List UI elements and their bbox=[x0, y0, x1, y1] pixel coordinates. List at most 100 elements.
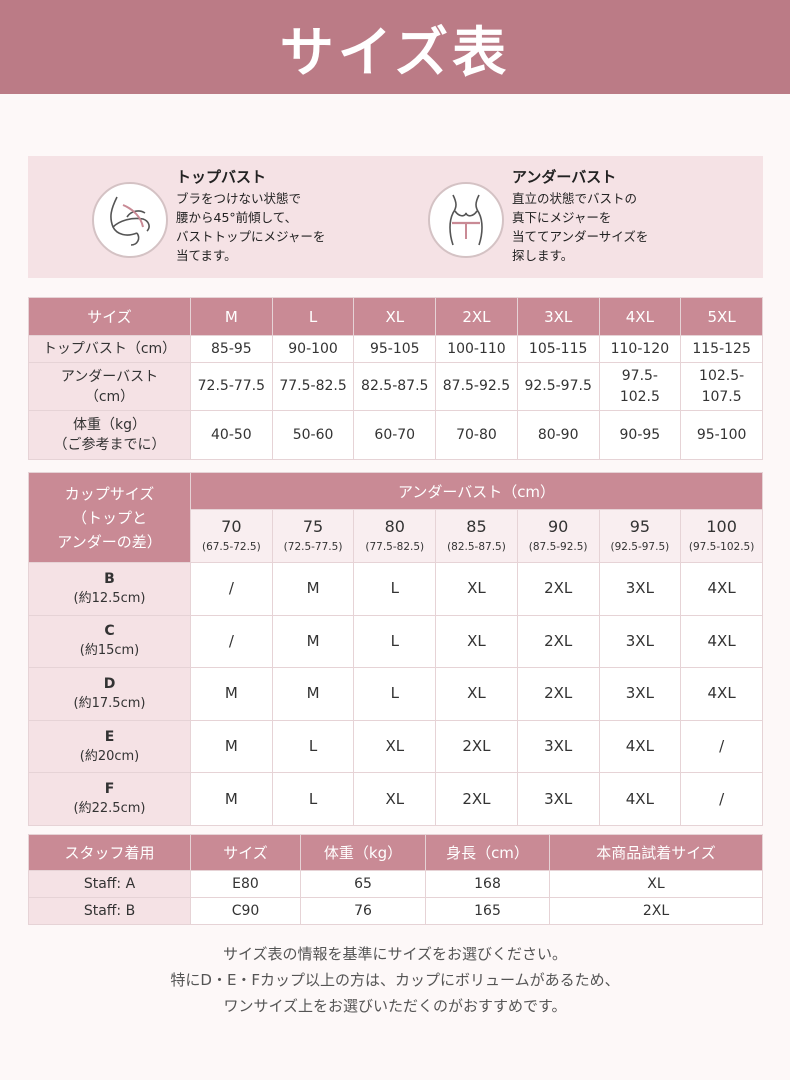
table-cell: 2XL bbox=[435, 719, 518, 774]
table-cell: 4XL bbox=[598, 772, 682, 826]
table-cell: M bbox=[190, 772, 273, 826]
table-cell: L bbox=[353, 667, 437, 721]
staff-table: スタッフ着用 サイズ 体重（kg） 身長（cm） 本商品試着サイズ Staff:… bbox=[28, 834, 763, 925]
table-cell: L bbox=[271, 772, 355, 826]
cup-label: B (約12.5cm) bbox=[28, 562, 191, 616]
table-cell: 92.5-97.5 bbox=[516, 362, 600, 411]
table-cell: 3XL bbox=[598, 667, 682, 721]
table-cell: C90 bbox=[190, 897, 301, 925]
table-cell: XL bbox=[353, 772, 437, 826]
table-cell: 2XL bbox=[549, 897, 763, 925]
table-cell: 90-100 bbox=[271, 335, 355, 363]
cup-header-row: カップサイズ （トップと アンダーの差） アンダーバスト（cm） bbox=[28, 472, 763, 563]
table-cell: 97.5- 102.5 bbox=[598, 362, 682, 411]
table-cell: 3XL bbox=[598, 614, 682, 669]
table-cell: 77.5-82.5 bbox=[271, 362, 355, 411]
table-cell: 95-100 bbox=[680, 410, 763, 460]
table-cell: 65 bbox=[300, 870, 426, 898]
table-cell: XL bbox=[435, 614, 518, 669]
table-row: D (約17.5cm) M M L XL 2XL 3XL 4XL bbox=[28, 667, 763, 721]
table-cell: M bbox=[271, 667, 355, 721]
staff-col-header: サイズ bbox=[190, 834, 301, 871]
table-cell: M bbox=[271, 562, 355, 616]
table-cell: 72.5-77.5 bbox=[190, 362, 273, 411]
size-col-header: L bbox=[271, 297, 355, 336]
staff-header-row: スタッフ着用 サイズ 体重（kg） 身長（cm） 本商品試着サイズ bbox=[28, 834, 763, 871]
table-cell: XL bbox=[435, 667, 518, 721]
row-label: アンダーバスト （cm） bbox=[28, 362, 191, 411]
underbust-col-header: 70 (67.5-72.5) bbox=[190, 509, 273, 563]
table-cell: 2XL bbox=[435, 772, 518, 826]
table-cell: 4XL bbox=[598, 719, 682, 774]
table-cell: 4XL bbox=[680, 562, 763, 616]
table-cell: 70-80 bbox=[435, 410, 518, 460]
size-col-header: 3XL bbox=[516, 297, 600, 336]
underbust-col-header: 95 (92.5-97.5) bbox=[598, 509, 682, 563]
table-cell: XL bbox=[353, 719, 437, 774]
table-cell: / bbox=[680, 719, 763, 774]
table-cell: M bbox=[271, 614, 355, 669]
table-cell: 115-125 bbox=[680, 335, 763, 363]
cup-size-table: カップサイズ （トップと アンダーの差） アンダーバスト（cm） 70 (67.5… bbox=[28, 472, 763, 826]
measurement-guide: トップバスト ブラをつけない状態で 腰から45°前傾して、 バストトップにメジャ… bbox=[28, 156, 763, 278]
table-cell: 80-90 bbox=[516, 410, 600, 460]
under-bust-guide: アンダーバスト 直立の状態でバストの 真下にメジャーを 当ててアンダーサイズを … bbox=[428, 166, 648, 265]
table-cell: 102.5- 107.5 bbox=[680, 362, 763, 411]
underbust-group-header: アンダーバスト（cm） bbox=[190, 472, 763, 510]
table-cell: 3XL bbox=[516, 719, 600, 774]
table-cell: 40-50 bbox=[190, 410, 273, 460]
table-cell: XL bbox=[549, 870, 763, 898]
under-bust-measure-icon bbox=[428, 182, 504, 258]
top-bust-guide: トップバスト ブラをつけない状態で 腰から45°前傾して、 バストトップにメジャ… bbox=[92, 166, 325, 265]
table-row: B (約12.5cm) / M L XL 2XL 3XL 4XL bbox=[28, 562, 763, 616]
table-cell: 50-60 bbox=[271, 410, 355, 460]
staff-name: Staff: A bbox=[28, 870, 191, 898]
table-cell: L bbox=[271, 719, 355, 774]
underbust-col-header: 80 (77.5-82.5) bbox=[353, 509, 437, 563]
size-col-header: 2XL bbox=[435, 297, 518, 336]
cup-label: C (約15cm) bbox=[28, 614, 191, 669]
table-cell: / bbox=[190, 562, 273, 616]
top-bust-description: ブラをつけない状態で 腰から45°前傾して、 バストトップにメジャーを 当てます… bbox=[176, 191, 326, 263]
table-row: 体重（kg） （ご参考までに） 40-50 50-60 60-70 70-80 8… bbox=[28, 410, 763, 460]
size-advice-note: サイズ表の情報を基準にサイズをお選びください。 特にD・E・Fカップ以上の方は、… bbox=[0, 941, 790, 1019]
table-cell: 2XL bbox=[516, 562, 600, 616]
size-col-header: XL bbox=[353, 297, 437, 336]
staff-col-header: スタッフ着用 bbox=[28, 834, 191, 871]
table-row: Staff: A E80 65 168 XL bbox=[28, 870, 763, 898]
size-col-header: 5XL bbox=[680, 297, 763, 336]
table-cell: 105-115 bbox=[516, 335, 600, 363]
cup-corner-header: カップサイズ （トップと アンダーの差） bbox=[28, 472, 191, 563]
size-col-header: M bbox=[190, 297, 273, 336]
underbust-col-header: 90 (87.5-92.5) bbox=[516, 509, 600, 563]
row-label: トップバスト（cm） bbox=[28, 335, 191, 363]
underbust-col-header: 85 (82.5-87.5) bbox=[435, 509, 518, 563]
table-cell: 165 bbox=[425, 897, 550, 925]
cup-label: D (約17.5cm) bbox=[28, 667, 191, 721]
table-cell: 90-95 bbox=[598, 410, 682, 460]
note-line: ワンサイズ上をお選びいただくのがおすすめです。 bbox=[223, 997, 567, 1015]
table-cell: / bbox=[190, 614, 273, 669]
cup-label: F (約22.5cm) bbox=[28, 772, 191, 826]
table-cell: 85-95 bbox=[190, 335, 273, 363]
table-cell: L bbox=[353, 562, 437, 616]
under-bust-description: 直立の状態でバストの 真下にメジャーを 当ててアンダーサイズを 探します。 bbox=[512, 191, 649, 263]
table-cell: E80 bbox=[190, 870, 301, 898]
table-cell: M bbox=[190, 667, 273, 721]
table-cell: 100-110 bbox=[435, 335, 518, 363]
size-table: サイズ M L XL 2XL 3XL 4XL 5XL トップバスト（cm） 85… bbox=[28, 297, 763, 460]
size-header-row: サイズ M L XL 2XL 3XL 4XL 5XL bbox=[28, 297, 763, 336]
underbust-col-header: 75 (72.5-77.5) bbox=[271, 509, 355, 563]
table-cell: 60-70 bbox=[353, 410, 437, 460]
title-banner: サイズ表 bbox=[0, 0, 790, 94]
size-col-header: 4XL bbox=[598, 297, 682, 336]
table-row: E (約20cm) M L XL 2XL 3XL 4XL / bbox=[28, 719, 763, 774]
table-cell: 3XL bbox=[516, 772, 600, 826]
staff-name: Staff: B bbox=[28, 897, 191, 925]
size-header-label: サイズ bbox=[28, 297, 191, 336]
table-cell: 82.5-87.5 bbox=[353, 362, 437, 411]
staff-col-header: 本商品試着サイズ bbox=[549, 834, 763, 871]
top-bust-measure-icon bbox=[92, 182, 168, 258]
underbust-header-row: 70 (67.5-72.5) 75 (72.5-77.5) 80 (77.5-82.5… bbox=[29, 509, 763, 563]
table-cell: 76 bbox=[300, 897, 426, 925]
